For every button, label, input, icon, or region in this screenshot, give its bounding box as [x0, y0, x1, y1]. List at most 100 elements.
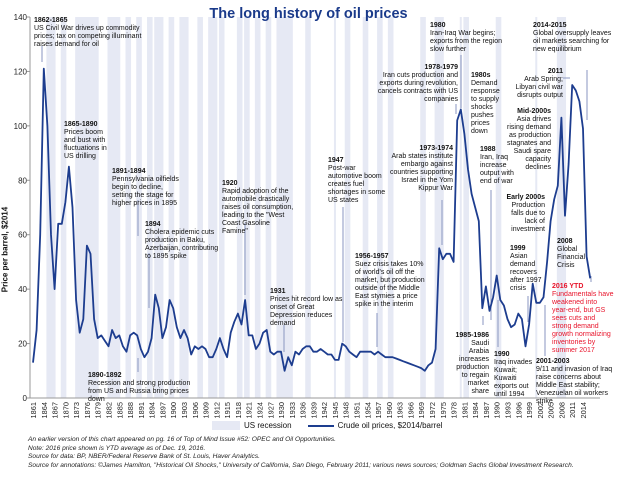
y-tick-label: 20 — [18, 340, 27, 349]
x-tick-label: 1915 — [223, 402, 232, 418]
x-tick-label: 1951 — [353, 402, 362, 418]
x-tick-label: 1885 — [115, 402, 124, 418]
x-tick-label: 2008 — [557, 402, 566, 418]
footnotes: An earlier version of this chart appeare… — [28, 436, 574, 470]
x-tick-label: 2011 — [568, 402, 577, 418]
annotation-1920: 1920 Rapid adoption of the automobile dra… — [222, 180, 294, 235]
legend-price-label: Crude oil prices, $2014/barrel — [337, 421, 443, 430]
x-tick-label: 1975 — [439, 402, 448, 418]
footnote-2: Note: 2016 price shown is YTD average as… — [28, 444, 206, 452]
x-tick-label: 1939 — [309, 402, 318, 418]
x-tick-label: 1897 — [158, 402, 167, 418]
annotation-1894: 1894 Cholera epidemic cuts production in … — [145, 221, 219, 260]
recession-bar — [463, 17, 469, 398]
x-tick-label: 1912 — [212, 402, 221, 418]
x-tick-label: 1924 — [255, 402, 264, 418]
recession-bar — [218, 17, 225, 398]
x-tick-label: 1903 — [180, 402, 189, 418]
x-tick-label: 1957 — [374, 402, 383, 418]
annotation-1980s: 1980s Demand response to supply shocks pu… — [471, 72, 500, 135]
annotation-1947: 1947 Post-war automotive boom creates fue… — [328, 157, 386, 204]
x-tick-label: 1978 — [450, 402, 459, 418]
y-tick-label: 80 — [18, 176, 27, 185]
recession-bar — [276, 17, 293, 398]
x-tick-label: 1909 — [202, 402, 211, 418]
x-tick-label: 1933 — [288, 402, 297, 418]
x-tick-label: 1864 — [40, 402, 49, 418]
crude-oil-price-line — [32, 67, 592, 372]
x-tick-label: 1888 — [126, 402, 135, 418]
recession-bar — [168, 17, 175, 398]
recession-bar — [179, 17, 189, 398]
recession-bar — [556, 17, 567, 398]
annotation-early-2000s: Early 2000s Production falls due to lack … — [506, 194, 545, 233]
recession-bar — [75, 17, 99, 398]
recession-bar — [265, 17, 272, 398]
x-tick-label: 1876 — [83, 402, 92, 418]
x-tick-label: 1948 — [342, 402, 351, 418]
annotation-1865-1890: 1865-1890 Prices boom and bust with fluct… — [64, 121, 107, 160]
recession-bar — [147, 17, 153, 398]
recession-bar — [459, 17, 462, 398]
recession-bar — [495, 17, 502, 398]
annotation-1890-1892: 1890-1892 Recession and strong production… — [88, 372, 191, 403]
x-tick-label: 1987 — [482, 402, 491, 418]
annotation-1973-1974: 1973-1974 Arab states institute embargo a… — [389, 145, 453, 192]
x-tick-label: 1918 — [234, 402, 243, 418]
x-tick-label: 1942 — [320, 402, 329, 418]
recession-bar — [254, 17, 261, 398]
recession-bar — [107, 17, 121, 398]
annotation-1891-1894: 1891-1894 Pennsylvania oilfields begin to… — [112, 168, 179, 207]
annotation-2011: 2011 Arab Spring; Libyan civil war disrup… — [515, 68, 563, 99]
recession-bar — [387, 17, 394, 398]
recession-bar — [333, 17, 336, 398]
x-tick-label: 1921 — [245, 402, 254, 418]
x-tick-label: 1945 — [331, 402, 340, 418]
recession-bar — [154, 17, 164, 398]
x-tick-label: 1930 — [277, 402, 286, 418]
footnote-4: Source for annotations: ©James Hamilton,… — [28, 461, 574, 469]
annotation-1980: 1980 Iran-Iraq War begins; exports from t… — [430, 22, 502, 53]
annotation-1978-1979: 1978-1979 Iran cuts production and export… — [377, 64, 458, 103]
recession-bar — [244, 17, 250, 398]
annotation-1988: 1988 Iran, Iraq increase output with end … — [480, 146, 514, 185]
x-tick-label: 1969 — [417, 402, 426, 418]
x-tick-label: 1891 — [137, 402, 146, 418]
x-tick-label: 2005 — [547, 402, 556, 418]
legend-price-swatch — [307, 424, 334, 427]
recession-bar — [136, 17, 142, 398]
recession-bar — [125, 17, 132, 398]
recession-bar — [208, 17, 218, 398]
recession-bar — [60, 17, 67, 398]
x-tick-label: 1927 — [266, 402, 275, 418]
x-tick-label: 1900 — [169, 402, 178, 418]
y-tick-label: 0 — [23, 394, 28, 403]
x-tick-label: 1966 — [406, 402, 415, 418]
annotation-1990: 1990 Iraq invades Kuwait; Kuwaiti exports… — [494, 351, 533, 398]
legend-recession-label: US recession — [244, 421, 292, 430]
x-tick-label: 1954 — [363, 402, 372, 418]
recession-bar — [420, 17, 426, 398]
y-tick-label: 140 — [14, 13, 28, 22]
x-tick-label: 1936 — [299, 402, 308, 418]
x-tick-label: 1906 — [191, 402, 200, 418]
y-tick-label: 40 — [18, 285, 27, 294]
x-tick-label: 1873 — [72, 402, 81, 418]
footnote-1: An earlier version of this chart appeare… — [28, 436, 337, 443]
x-tick-label: 1996 — [514, 402, 523, 418]
x-tick-label: 1879 — [94, 402, 103, 418]
annotation-2008: 2008 Global Financial Crisis — [557, 238, 586, 269]
recession-bar — [362, 17, 369, 398]
annotation-1999: 1999 Asian demand recovers after 1997 cri… — [510, 245, 542, 292]
footnote-3: Source for data: BP, NBER/Federal Reserv… — [28, 453, 260, 461]
y-tick-label: 100 — [14, 122, 28, 131]
recession-bar — [236, 17, 243, 398]
annotation-2014-2015: 2014-2015 Global oversupply leaves oil ma… — [533, 22, 612, 53]
annotation-leader-lines — [41, 46, 592, 372]
x-tick-label: 1993 — [504, 402, 513, 418]
x-tick-label: 2002 — [536, 402, 545, 418]
x-tick-label: 1894 — [148, 402, 157, 418]
annotation-2016-ytd: 2016 YTD Fundamentals have weakened into … — [552, 283, 614, 354]
